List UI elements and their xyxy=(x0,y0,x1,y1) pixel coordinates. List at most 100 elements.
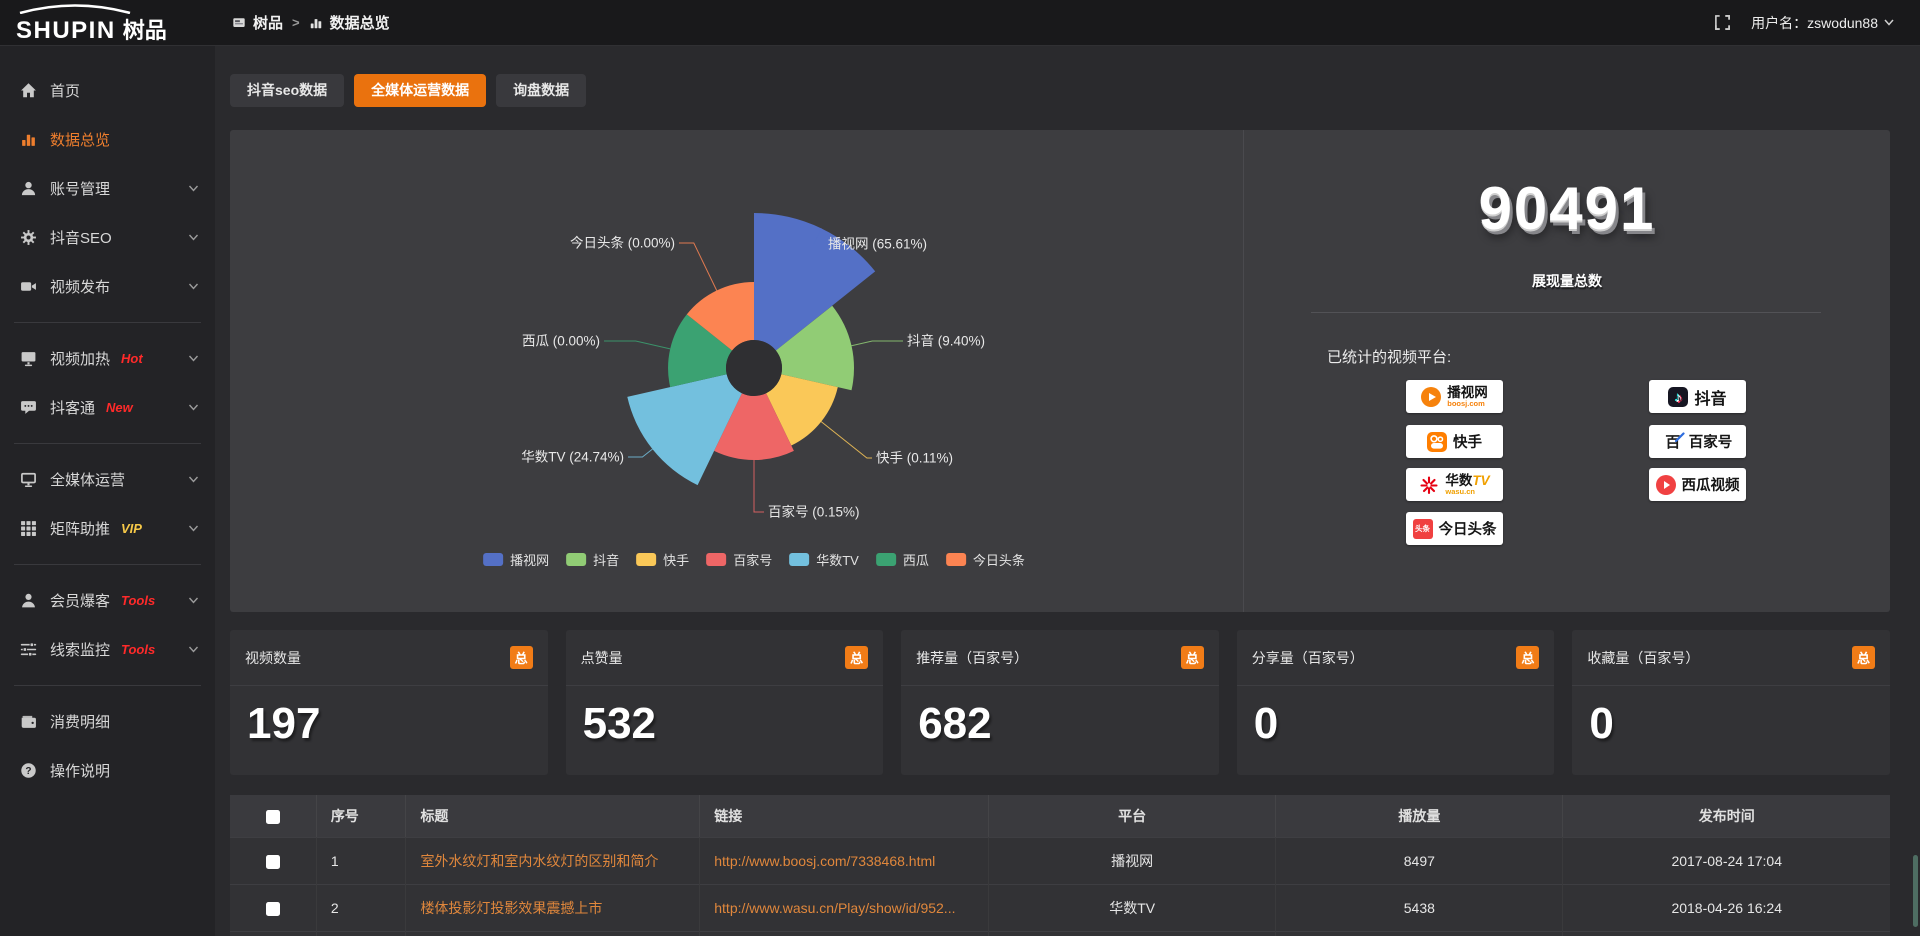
fullscreen-icon[interactable] xyxy=(1714,14,1731,31)
sidebar-item-8[interactable]: 矩阵助推 VIP xyxy=(0,504,215,553)
pie-label-line xyxy=(812,228,824,245)
sidebar-item-label: 消费明细 xyxy=(50,714,111,731)
legend-item-3[interactable]: 百家号 xyxy=(706,550,772,569)
legend-item-0[interactable]: 播视网 xyxy=(483,550,549,569)
legend-item-6[interactable]: 今日头条 xyxy=(945,550,1025,569)
sidebar-divider xyxy=(14,443,201,444)
pie-label: 快手 (0.11%) xyxy=(876,451,953,466)
logo-text-en: SHUPIN xyxy=(16,16,116,44)
page-scrollbar[interactable] xyxy=(1913,855,1918,927)
row-checkbox[interactable] xyxy=(265,901,280,916)
chevron-down-icon xyxy=(188,525,199,532)
sidebar-item-11[interactable]: 消费明细 xyxy=(0,697,215,746)
sidebar-item-badge: New xyxy=(106,400,133,415)
sidebar-item-10[interactable]: 线索监控 Tools xyxy=(0,625,215,674)
pie-slice-1[interactable] xyxy=(775,305,855,391)
impressions-summary: 90491 展现量总数 已统计的视频平台: 播视网 boosj.com 快手 华数TV… xyxy=(1243,130,1890,612)
breadcrumb-label: 数据总览 xyxy=(329,15,390,32)
legend-label: 快手 xyxy=(663,553,690,568)
legend-label: 西瓜 xyxy=(902,553,929,568)
table-header-row: 序号 标题 链接 平台 播放量 发布时间 xyxy=(230,795,1890,837)
user-icon xyxy=(20,180,37,197)
cell-index: 1 xyxy=(316,836,407,884)
platform-badge-今日头条: 头条 今日头条 xyxy=(1406,512,1503,545)
total-badge[interactable]: 总 xyxy=(1851,646,1875,669)
video-title-link[interactable]: 楼体投影灯投影效果震撼上市 xyxy=(420,899,603,916)
breadcrumb-item-home[interactable]: 树品 xyxy=(232,12,283,33)
cell-time: 2018-04-26 16:24 xyxy=(1562,883,1890,931)
question-circle-icon: ? xyxy=(20,762,37,779)
cell-title: 室外水纹灯和室内水纹灯的区别和简介 xyxy=(405,836,701,884)
chevron-down-icon xyxy=(188,234,199,241)
sidebar-item-2[interactable]: 账号管理 xyxy=(0,164,215,213)
app-logo: SHUPIN 树品 xyxy=(0,0,215,46)
cell-link: http://www.wasu.cn/Play/show/id/952... xyxy=(699,883,990,931)
legend-item-2[interactable]: 快手 xyxy=(636,550,689,569)
cell-link: http://www.boosj.com/7338468.html xyxy=(699,836,990,884)
total-badge[interactable]: 总 xyxy=(509,646,533,669)
douyin-logo-icon: ♪ xyxy=(1668,386,1689,407)
sidebar-item-0[interactable]: 首页 xyxy=(0,66,215,115)
pie-label-line xyxy=(628,448,653,458)
legend-label: 华数TV xyxy=(816,553,859,568)
sidebar-item-5[interactable]: 视频加热 Hot xyxy=(0,334,215,383)
sidebar-divider xyxy=(14,564,201,565)
pie-label-line xyxy=(604,340,671,350)
row-checkbox[interactable] xyxy=(265,854,280,869)
tab-2[interactable]: 询盘数据 xyxy=(496,74,587,107)
sidebar-item-7[interactable]: 全媒体运营 xyxy=(0,455,215,504)
user-menu[interactable]: 用户名：zswodun88 xyxy=(1751,13,1894,33)
tab-1[interactable]: 全媒体运营数据 xyxy=(354,74,487,107)
sidebar-item-1[interactable]: 数据总览 xyxy=(0,115,215,164)
sidebar-item-12[interactable]: ? 操作说明 xyxy=(0,746,215,795)
sidebar-item-9[interactable]: 会员爆客 Tools xyxy=(0,576,215,625)
sidebar-item-badge: Tools xyxy=(121,593,156,608)
pie-slice-0[interactable] xyxy=(754,213,876,351)
sidebar-item-label: 视频加热 xyxy=(50,351,111,368)
pie-slice-3[interactable] xyxy=(714,393,794,461)
monitor-icon xyxy=(20,471,37,488)
column-header-4: 播放量 xyxy=(1275,795,1564,837)
legend-item-5[interactable]: 西瓜 xyxy=(875,550,929,569)
total-badge[interactable]: 总 xyxy=(1516,646,1540,669)
video-url-link[interactable]: http://www.boosj.com/7338468.html xyxy=(714,852,936,869)
sidebar-item-label: 会员爆客 xyxy=(50,593,111,610)
cell-link xyxy=(699,930,990,936)
legend-item-1[interactable]: 抖音 xyxy=(566,550,619,569)
pie-label-line xyxy=(820,421,872,459)
cell-time: 2017-08-24 17:04 xyxy=(1562,836,1890,884)
stat-card-4: 收藏量（百家号） 总 0 xyxy=(1572,630,1890,775)
legend-label: 今日头条 xyxy=(972,553,1025,568)
pie-slice-5[interactable] xyxy=(668,314,733,388)
sidebar-item-4[interactable]: 视频发布 xyxy=(0,262,215,311)
table-row-1: 2 楼体投影灯投影效果震撼上市 http://www.wasu.cn/Play/sh… xyxy=(230,883,1890,931)
pie-slice-6[interactable] xyxy=(686,282,754,351)
video-url-link[interactable]: http://www.wasu.cn/Play/show/id/952... xyxy=(714,899,956,916)
sidebar-item-3[interactable]: 抖音SEO xyxy=(0,213,215,262)
svg-text:?: ? xyxy=(25,766,31,777)
board-icon xyxy=(233,17,245,27)
grid-icon xyxy=(20,520,37,537)
breadcrumb-item-current[interactable]: 数据总览 xyxy=(309,12,390,33)
video-title-link[interactable]: 室外水纹灯和室内水纹灯的区别和简介 xyxy=(420,852,659,869)
tab-0[interactable]: 抖音seo数据 xyxy=(230,74,345,107)
pie-hole xyxy=(726,340,782,396)
legend-swatch xyxy=(789,553,810,566)
pie-label: 华数TV (24.74%) xyxy=(521,450,624,465)
legend-item-4[interactable]: 华数TV xyxy=(789,550,859,569)
total-badge[interactable]: 总 xyxy=(845,646,869,669)
table-row-0: 1 室外水纹灯和室内水纹灯的区别和简介 http://www.boosj.com/7… xyxy=(230,836,1890,884)
sidebar-item-6[interactable]: 抖客通 New xyxy=(0,383,215,432)
cell-index xyxy=(316,930,407,936)
table-row-2 xyxy=(230,930,1890,936)
pie-slice-4[interactable] xyxy=(627,374,742,486)
pie-label-line xyxy=(679,242,718,291)
total-badge[interactable]: 总 xyxy=(1180,646,1204,669)
pie-slice-2[interactable] xyxy=(766,374,838,446)
select-all-checkbox[interactable] xyxy=(265,809,280,824)
pie-label: 今日头条 (0.00%) xyxy=(570,235,675,251)
column-header-3: 平台 xyxy=(988,795,1277,837)
legend-swatch xyxy=(945,553,966,566)
main-content: 抖音seo数据 全媒体运营数据 询盘数据 播视网 (65.61%) 抖音 (9.40%… xyxy=(215,46,1920,936)
legend-swatch xyxy=(636,553,657,566)
